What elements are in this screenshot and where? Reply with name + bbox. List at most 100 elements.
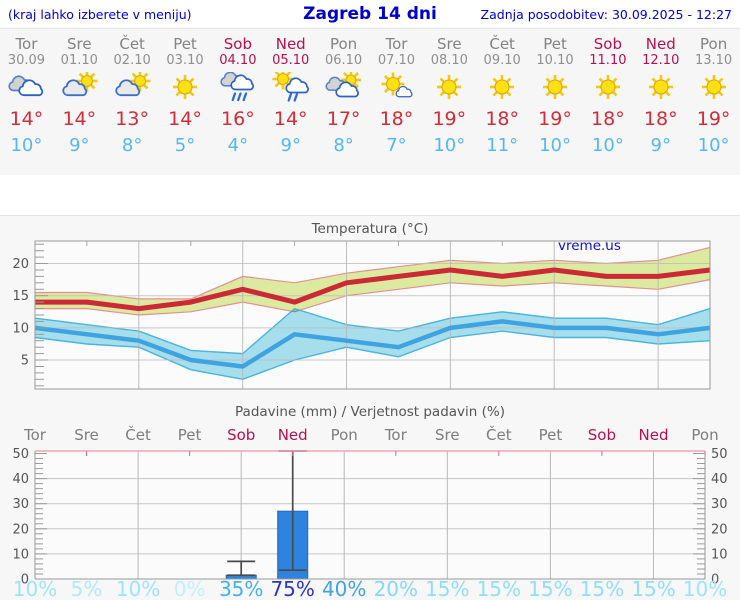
- precipitation-probability: 10%: [12, 577, 58, 600]
- precipitation-probability: 75%: [270, 577, 315, 600]
- day-column: Sre 08.10 19° 10°: [423, 29, 476, 175]
- svg-text:30: 30: [12, 497, 29, 512]
- day-date: 06.10: [324, 53, 363, 68]
- day-name: Pet: [543, 35, 567, 53]
- min-temperature: 7°: [386, 135, 407, 156]
- svg-text:40: 40: [12, 472, 29, 487]
- max-temperature: 13°: [115, 108, 149, 130]
- precipitation-chart-title: Padavine (mm) / Verjetnost padavin (%): [235, 404, 505, 420]
- min-temperature: 10°: [591, 135, 624, 156]
- sun-clouds-icon: [317, 70, 370, 105]
- precipitation-probability: 15%: [528, 577, 573, 600]
- day-date: 12.10: [642, 53, 680, 68]
- precipitation-probability: 0%: [173, 577, 206, 600]
- precip-day-label: Čet: [486, 426, 512, 444]
- day-column: Sob 04.10 16° 4°: [211, 29, 264, 175]
- precipitation-probability: 15%: [476, 577, 522, 600]
- day-name: Ned: [645, 35, 676, 53]
- day-date: 05.10: [272, 53, 310, 68]
- max-temperature: 18°: [591, 108, 625, 130]
- day-column: Čet 09.10 18° 11°: [476, 29, 529, 175]
- day-name: Pon: [700, 35, 728, 53]
- precip-day-label: Pon: [691, 426, 719, 444]
- precipitation-probability: 5%: [70, 577, 103, 600]
- sun-rain-icon: [264, 68, 317, 105]
- day-name: Ned: [275, 35, 306, 53]
- day-name: Pon: [329, 35, 358, 53]
- svg-text:20: 20: [711, 522, 728, 537]
- day-name: Sre: [437, 35, 462, 53]
- svg-text:20: 20: [12, 522, 29, 537]
- day-column: Tor 07.10 18° 7°: [370, 29, 423, 175]
- precip-probability-row: 10% 5% 10% 0% 35% 75% 40% 20% 15% 15% 15% 15% 15% 10%: [0, 577, 740, 600]
- sunny-icon: [687, 72, 740, 105]
- day-date: 04.10: [219, 53, 257, 68]
- day-column: Pet 03.10 14° 5°: [159, 29, 212, 175]
- svg-text:0: 0: [711, 573, 719, 588]
- day-date: 03.10: [166, 53, 204, 68]
- day-date: 10.10: [536, 53, 574, 68]
- min-temperature: 4°: [227, 135, 249, 156]
- min-temperature: 9°: [69, 135, 90, 156]
- day-name: Pet: [173, 35, 197, 53]
- page-title: Zagreb 14 dni: [303, 4, 437, 24]
- watermark-link[interactable]: vreme.us: [558, 238, 621, 254]
- day-column: Čet 02.10 13° 8°: [106, 29, 159, 175]
- precip-day-label: Ned: [277, 426, 308, 444]
- min-temperature: 10°: [539, 135, 571, 156]
- day-date: 08.10: [430, 53, 468, 68]
- day-date: 11.10: [589, 53, 627, 68]
- svg-text:40: 40: [711, 472, 728, 487]
- svg-text:10: 10: [711, 547, 728, 562]
- svg-text:30: 30: [711, 497, 728, 512]
- precip-day-label: Tor: [384, 426, 407, 444]
- day-name: Tor: [385, 35, 408, 53]
- max-temperature: 14°: [9, 108, 44, 130]
- min-temperature: 10°: [10, 135, 43, 156]
- min-temperature: 11°: [486, 135, 519, 156]
- day-column: Sob 11.10 18° 10°: [581, 29, 634, 175]
- precipitation-probability: 40%: [321, 577, 367, 600]
- day-column: Pet 10.10 19° 10°: [529, 29, 582, 175]
- temperature-chart-title: Temperatura (°C): [311, 221, 429, 237]
- rain-icon: [211, 71, 264, 105]
- min-temperature: 9°: [280, 135, 301, 156]
- max-temperature: 19°: [696, 108, 731, 130]
- precip-day-label: Sob: [227, 426, 256, 444]
- min-temperature: 10°: [697, 135, 730, 156]
- precip-day-label: Pet: [538, 426, 563, 444]
- precip-day-label: Tor: [24, 426, 46, 444]
- sun-cloud-icon: [106, 70, 159, 105]
- day-column: Ned 12.10 18° 9°: [634, 29, 687, 175]
- day-column: Sre 01.10 14° 9°: [53, 29, 106, 175]
- forecast-strip: Tor 30.09 14° 10° Sre 01.10 14° 9° Čet 02.10 13° 8°…: [0, 28, 740, 175]
- max-temperature: 14°: [273, 108, 308, 130]
- max-temperature: 17°: [326, 108, 361, 130]
- day-column: Ned 05.10 14° 9°: [264, 29, 317, 175]
- precipitation-probability: 15%: [579, 577, 625, 600]
- menu-hint: (kraj lahko izberete v meniju): [8, 7, 192, 22]
- svg-text:20: 20: [12, 257, 29, 272]
- day-name: Sre: [66, 35, 92, 53]
- day-date: 09.10: [483, 53, 521, 68]
- sun-cloud-icon: [53, 70, 106, 105]
- cloudy-icon: [0, 72, 53, 105]
- svg-text:15: 15: [12, 289, 29, 304]
- day-date: 07.10: [377, 53, 416, 68]
- max-temperature: 16°: [221, 108, 255, 130]
- max-temperature: 14°: [62, 108, 97, 130]
- svg-text:50: 50: [711, 447, 728, 462]
- svg-text:50: 50: [12, 447, 29, 462]
- sunny-icon: [529, 72, 582, 105]
- min-temperature: 5°: [174, 135, 196, 156]
- precip-day-label: Sob: [587, 426, 616, 444]
- precip-day-label: Sre: [435, 426, 460, 444]
- day-column: Pon 06.10 17° 8°: [317, 29, 370, 175]
- day-column: Tor 30.09 14° 10°: [0, 29, 53, 175]
- sunny-icon: [423, 72, 476, 105]
- precipitation-probability: 15%: [425, 577, 470, 600]
- sunny-icon: [159, 72, 212, 105]
- day-date: 01.10: [60, 53, 98, 68]
- precip-day-label: Čet: [125, 426, 151, 444]
